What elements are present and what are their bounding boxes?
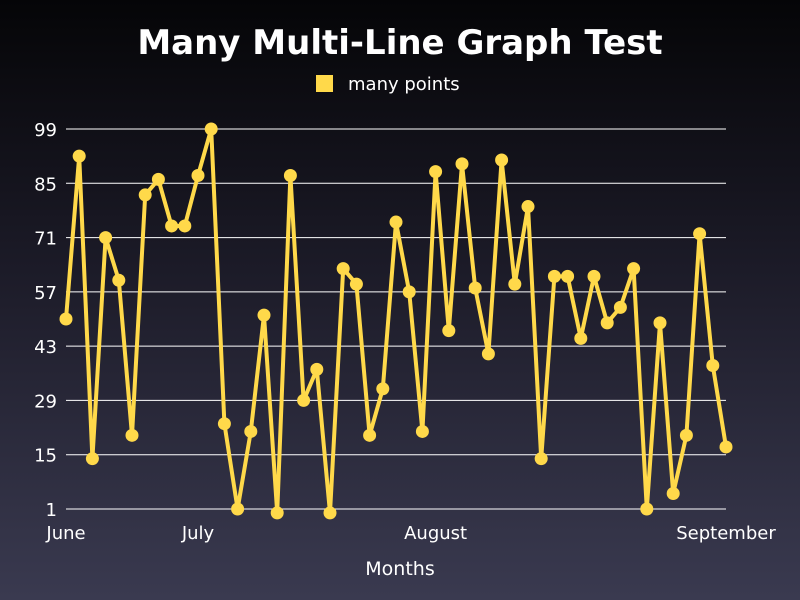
data-point (283, 169, 297, 183)
series-line (64, 127, 728, 515)
data-point (481, 347, 495, 361)
data-point (231, 502, 245, 516)
data-point (191, 169, 205, 183)
legend-swatch (316, 75, 333, 92)
data-point (99, 231, 113, 245)
data-point (204, 122, 218, 136)
x-tick-label: August (404, 523, 467, 544)
data-point (429, 165, 443, 179)
x-tick-label: June (45, 523, 85, 544)
data-point (59, 312, 73, 326)
y-tick-label: 43 (34, 337, 57, 358)
legend-label: many points (348, 74, 460, 95)
y-tick-label: 29 (34, 391, 57, 412)
data-point (666, 486, 680, 500)
data-point (138, 188, 152, 202)
data-point (402, 285, 416, 299)
data-point (693, 227, 707, 241)
data-point (310, 362, 324, 376)
data-point (415, 424, 429, 438)
data-point (495, 153, 509, 167)
data-point (178, 219, 192, 233)
data-point (125, 428, 139, 442)
data-point (363, 428, 377, 442)
data-point (640, 502, 654, 516)
data-point (297, 393, 311, 407)
data-point (151, 172, 165, 186)
data-point (349, 277, 363, 291)
data-point (706, 359, 720, 373)
data-point (574, 331, 588, 345)
data-point (468, 281, 482, 295)
data-point (336, 262, 350, 276)
y-tick-label: 15 (34, 446, 57, 467)
data-point (244, 424, 258, 438)
x-tick-label: July (181, 523, 215, 544)
data-point (442, 324, 456, 338)
y-tick-label: 71 (34, 229, 57, 250)
data-point (521, 200, 535, 214)
x-axis-label: Months (365, 558, 434, 580)
data-point (627, 262, 641, 276)
y-tick-label: 1 (46, 500, 57, 521)
x-axis-ticks: June July August September (45, 523, 776, 544)
data-point (85, 452, 99, 466)
y-tick-label: 99 (34, 120, 57, 141)
y-tick-label: 57 (34, 283, 57, 304)
data-point (613, 300, 627, 314)
data-point (534, 452, 548, 466)
series-many-points (59, 122, 733, 520)
data-point (72, 149, 86, 163)
data-point (455, 157, 469, 171)
data-point (257, 308, 271, 322)
legend: many points (316, 74, 460, 95)
data-point (561, 269, 575, 283)
data-point (547, 269, 561, 283)
data-point (165, 219, 179, 233)
data-point (508, 277, 522, 291)
data-point (679, 428, 693, 442)
data-point (112, 273, 126, 287)
data-point (600, 316, 614, 330)
y-tick-label: 85 (34, 174, 57, 195)
data-point (217, 417, 231, 431)
data-point (653, 316, 667, 330)
x-tick-label: September (676, 523, 776, 544)
grid-lines (66, 128, 726, 510)
data-point (376, 382, 390, 396)
data-point (323, 506, 337, 520)
chart-title: Many Multi-Line Graph Test (137, 23, 662, 63)
data-point (719, 440, 733, 454)
data-point (587, 269, 601, 283)
data-point (389, 215, 403, 229)
y-axis-ticks: 1 15 29 43 57 71 85 99 (34, 120, 57, 521)
data-point (270, 506, 284, 520)
